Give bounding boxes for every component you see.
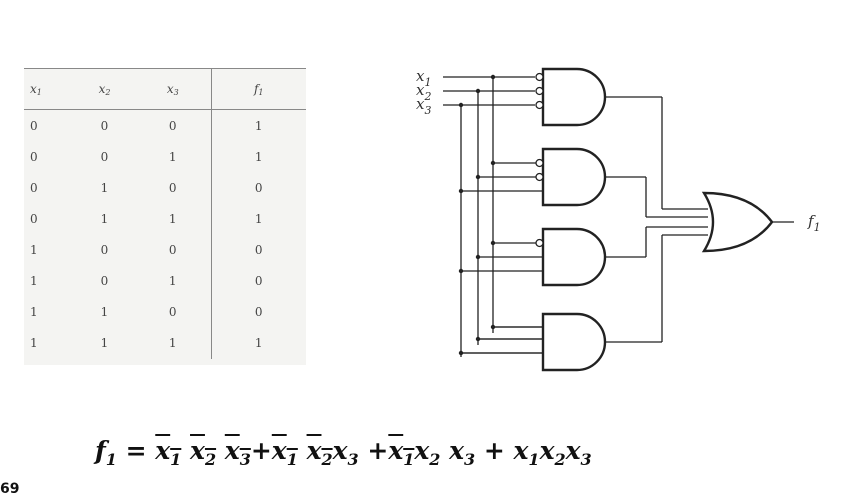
junction-dot — [458, 102, 464, 108]
table-cell: 1 — [210, 141, 306, 172]
table-row: 1 1 1 1 — [24, 327, 306, 359]
table-row: 1 1 0 0 — [24, 296, 306, 327]
and-gate-4 — [541, 312, 607, 372]
table-cell: 0 — [168, 118, 177, 133]
table-cell: 1 — [168, 336, 177, 350]
formula-equals: = — [116, 436, 156, 465]
table-row: 0 1 0 0 — [24, 172, 306, 203]
table-header-row: x1 x2 x3 f1 — [24, 68, 306, 110]
table-cell: 0 — [210, 234, 306, 265]
junction-dot — [458, 350, 464, 356]
page-number-fragment: 69 — [0, 481, 20, 497]
table-cell: 0 — [30, 180, 38, 195]
wires — [443, 76, 794, 357]
table-cell: 0 — [100, 149, 109, 164]
inverter-bubble — [535, 100, 544, 110]
table-cell: 1 — [210, 327, 306, 359]
junction-dot — [490, 240, 496, 246]
table-cell: 1 — [168, 273, 177, 288]
formula-lhs: f1 — [95, 436, 117, 469]
table-cell: 0 — [30, 149, 38, 164]
and-gate-3 — [541, 227, 607, 287]
junction-dot — [490, 324, 496, 330]
and-gate-1 — [541, 67, 607, 127]
table-row: 0 0 1 1 — [24, 141, 306, 172]
table-row: 0 0 0 1 — [24, 109, 306, 141]
table-cell: 0 — [210, 296, 306, 327]
table-cell: 1 — [30, 273, 38, 288]
table-cell: 1 — [100, 304, 109, 319]
table-cell: 0 — [30, 211, 38, 226]
column-header-x2: x2 — [74, 68, 135, 110]
inverter-bubble — [535, 158, 544, 168]
table-cell: 0 — [100, 242, 109, 257]
junction-dot — [475, 336, 481, 342]
table-cell: 1 — [100, 180, 109, 195]
inverter-bubble — [535, 72, 544, 82]
table-cell: 0 — [210, 265, 306, 296]
table-cell: 1 — [168, 211, 177, 226]
junction-dot — [458, 188, 464, 194]
gates — [458, 67, 774, 372]
inverter-bubble — [535, 86, 544, 96]
junction-dot — [490, 160, 496, 166]
and-gate-2 — [541, 147, 607, 207]
table-row: 0 1 1 1 — [24, 203, 306, 234]
sum-of-products-formula: f1 = x1 x2 x3+x1 x2x3 +x1x2 x3 + x1x2x3 — [95, 436, 592, 469]
table-cell: 0 — [168, 304, 177, 319]
table-cell: 0 — [30, 118, 38, 133]
table-row: 1 0 0 0 — [24, 234, 306, 265]
table-cell: 0 — [168, 180, 177, 195]
table-cell: 0 — [100, 273, 109, 288]
column-header-x1: x1 — [24, 68, 74, 110]
table-cell: 0 — [168, 242, 177, 257]
junction-dot — [475, 254, 481, 260]
output-label-f1: f1 — [807, 212, 821, 234]
table-cell: 1 — [100, 211, 109, 226]
table-cell: 1 — [30, 336, 38, 350]
inverter-bubble — [535, 238, 544, 248]
table-row: 1 0 1 0 — [24, 265, 306, 296]
table-cell: 0 — [100, 118, 109, 133]
or-gate — [701, 191, 774, 253]
junction-dot — [490, 74, 496, 80]
table-cell: 1 — [30, 304, 38, 319]
junction-dot — [458, 268, 464, 274]
table-cell: 1 — [168, 149, 177, 164]
inverter-bubble — [535, 172, 544, 182]
table-cell: 1 — [100, 336, 109, 350]
column-header-x3: x3 — [135, 68, 211, 110]
column-header-f1: f1 — [210, 68, 306, 110]
table-cell: 1 — [210, 203, 306, 234]
junction-dot — [475, 88, 481, 94]
table-cell: 1 — [30, 242, 38, 257]
junction-dot — [475, 174, 481, 180]
table-cell: 0 — [210, 172, 306, 203]
table-cell: 1 — [210, 109, 306, 141]
